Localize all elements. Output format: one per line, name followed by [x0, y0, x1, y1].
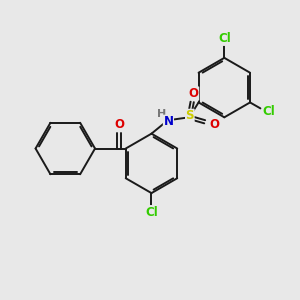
Text: Cl: Cl — [218, 32, 231, 45]
Text: H: H — [157, 109, 166, 119]
Text: O: O — [189, 87, 199, 100]
Text: S: S — [186, 109, 194, 122]
Text: O: O — [114, 118, 124, 131]
Text: Cl: Cl — [145, 206, 158, 219]
Text: Cl: Cl — [262, 105, 275, 118]
Text: N: N — [164, 115, 173, 128]
Text: O: O — [209, 118, 219, 131]
